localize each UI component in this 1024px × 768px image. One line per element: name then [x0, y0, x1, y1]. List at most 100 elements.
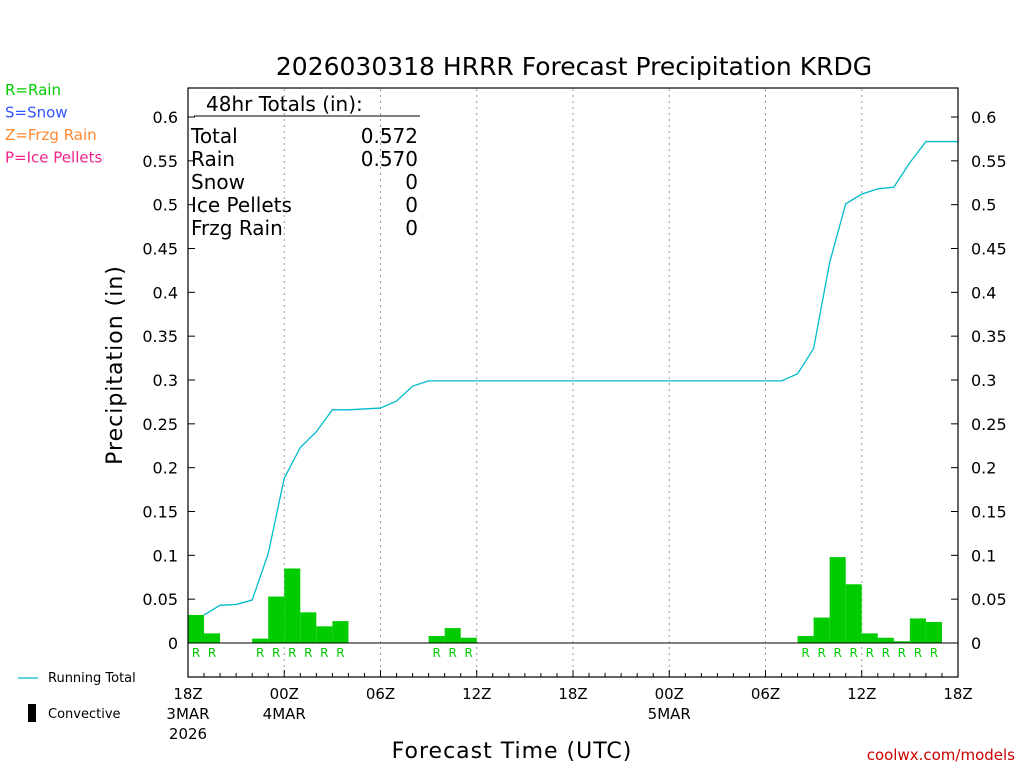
precip-bar — [444, 628, 461, 643]
precip-bar — [813, 617, 830, 643]
ptype-label: R — [930, 646, 938, 660]
precip-bar — [877, 637, 894, 643]
totals-row-label: Rain — [191, 147, 235, 171]
ptype-legend: R=Rain S=Snow Z=Frzg Rain P=Ice Pellets — [5, 81, 102, 167]
ptype-label: R — [817, 646, 825, 660]
x-tick-label: 00Z — [270, 685, 299, 703]
totals-row-value: 0.570 — [361, 147, 418, 171]
ptype-label: R — [208, 646, 216, 660]
y-tick-label: 0.25 — [971, 415, 1007, 434]
precip-bar — [797, 635, 814, 643]
precip-bar — [204, 633, 221, 643]
convective-label: Convective — [48, 707, 121, 722]
ptype-label: R — [866, 646, 874, 660]
x-tick-label: 00Z — [655, 685, 684, 703]
ptype-label: R — [898, 646, 906, 660]
ptype-label: R — [801, 646, 809, 660]
y-tick-label: 0.6 — [153, 108, 178, 127]
x-tick-date: 3MAR — [166, 705, 209, 723]
x-axis: 18Z 3MAR 2026 00Z 4MAR 06Z 12Z 18Z 00Z 5MAR 06Z 12Z… — [166, 670, 973, 743]
precip-bar — [428, 635, 445, 643]
precip-bar — [332, 621, 349, 643]
y-tick-label: 0.05 — [971, 590, 1007, 609]
ptype-label: R — [850, 646, 858, 660]
credit-text: coolwx.com/models — [867, 746, 1015, 764]
precip-bar — [300, 612, 317, 643]
y-tick-label: 0.5 — [153, 196, 178, 215]
x-axis-label: Forecast Time (UTC) — [392, 739, 633, 764]
precip-bar — [829, 557, 846, 643]
x-tick-label: 12Z — [847, 685, 876, 703]
totals-row-value: 0 — [405, 170, 418, 194]
precip-bar — [268, 596, 285, 643]
totals-row-value: 0 — [405, 216, 418, 240]
ptype-legend-item: S=Snow — [5, 104, 68, 122]
totals-row-label: Ice Pellets — [191, 193, 292, 217]
totals-row-value: 0.572 — [361, 124, 418, 148]
precip-bar — [893, 641, 910, 643]
y-tick-label: 0.55 — [142, 152, 178, 171]
y-tick-label: 0.15 — [971, 503, 1007, 522]
ptype-legend-item: R=Rain — [5, 81, 61, 99]
totals-row-label: Total — [190, 124, 238, 148]
y-tick-label: 0.15 — [142, 503, 178, 522]
y-tick-label: 0.45 — [142, 240, 178, 259]
y-tick-label: 0.1 — [971, 546, 996, 565]
ptype-label: R — [882, 646, 890, 660]
ptype-label: R — [320, 646, 328, 660]
precip-bar — [284, 568, 301, 643]
y-tick-label: 0.35 — [142, 327, 178, 346]
ptype-label: R — [256, 646, 264, 660]
y-tick-label: 0.1 — [153, 546, 178, 565]
ptype-label: R — [432, 646, 440, 660]
x-tick-year: 2026 — [169, 725, 207, 743]
line-legend: Running Total Convective — [18, 671, 136, 722]
x-tick-label: 06Z — [366, 685, 395, 703]
ptype-label: R — [304, 646, 312, 660]
y-axis-label: Precipitation (in) — [103, 265, 128, 465]
precip-bar — [460, 637, 477, 643]
x-tick-date: 5MAR — [648, 705, 691, 723]
y-tick-label: 0.5 — [971, 196, 996, 215]
y-tick-label: 0.3 — [971, 371, 996, 390]
y-axis-left: 0 0.05 0.1 0.15 0.2 0.25 0.3 0.35 0.4 0.45 0.5 0.55… — [142, 108, 195, 653]
totals-box: 48hr Totals (in): Total 0.572 Rain 0.570 Sno… — [190, 92, 420, 240]
precip-bar — [252, 638, 269, 643]
precip-bar — [316, 626, 333, 643]
grid-lines — [283, 89, 863, 676]
x-tick-label: 18Z — [173, 685, 202, 703]
precip-bar — [861, 633, 878, 643]
x-tick-label: 06Z — [751, 685, 780, 703]
ptype-label: R — [834, 646, 842, 660]
y-tick-label: 0.2 — [153, 459, 178, 478]
y-tick-label: 0.6 — [971, 108, 996, 127]
y-tick-label: 0.2 — [971, 459, 996, 478]
y-tick-label: 0.3 — [153, 371, 178, 390]
y-tick-label: 0.35 — [971, 327, 1007, 346]
chart-title: 2026030318 HRRR Forecast Precipitation K… — [276, 52, 872, 81]
ptype-legend-item: Z=Frzg Rain — [5, 126, 97, 144]
totals-row-label: Snow — [191, 170, 245, 194]
x-tick-label: 18Z — [943, 685, 972, 703]
ptype-label: R — [449, 646, 457, 660]
totals-row-label: Frzg Rain — [191, 216, 283, 240]
ptype-label: R — [272, 646, 280, 660]
running-total-label: Running Total — [48, 671, 136, 686]
bars-group — [188, 557, 942, 643]
x-tick-label: 12Z — [462, 685, 491, 703]
precip-bar — [925, 621, 942, 643]
y-tick-label: 0 — [971, 634, 981, 653]
ptype-label: R — [465, 646, 473, 660]
precip-bar — [909, 618, 926, 643]
ptype-label: R — [336, 646, 344, 660]
precip-bar — [188, 614, 205, 643]
convective-swatch — [28, 704, 36, 722]
running-total-line — [203, 140, 958, 616]
y-tick-label: 0.55 — [971, 152, 1007, 171]
totals-rows: Total 0.572 Rain 0.570 Snow 0 Ice Pellets 0 Frzg… — [190, 124, 418, 240]
ptype-label: R — [192, 646, 200, 660]
totals-row-value: 0 — [405, 193, 418, 217]
totals-header: 48hr Totals (in): — [206, 92, 363, 116]
